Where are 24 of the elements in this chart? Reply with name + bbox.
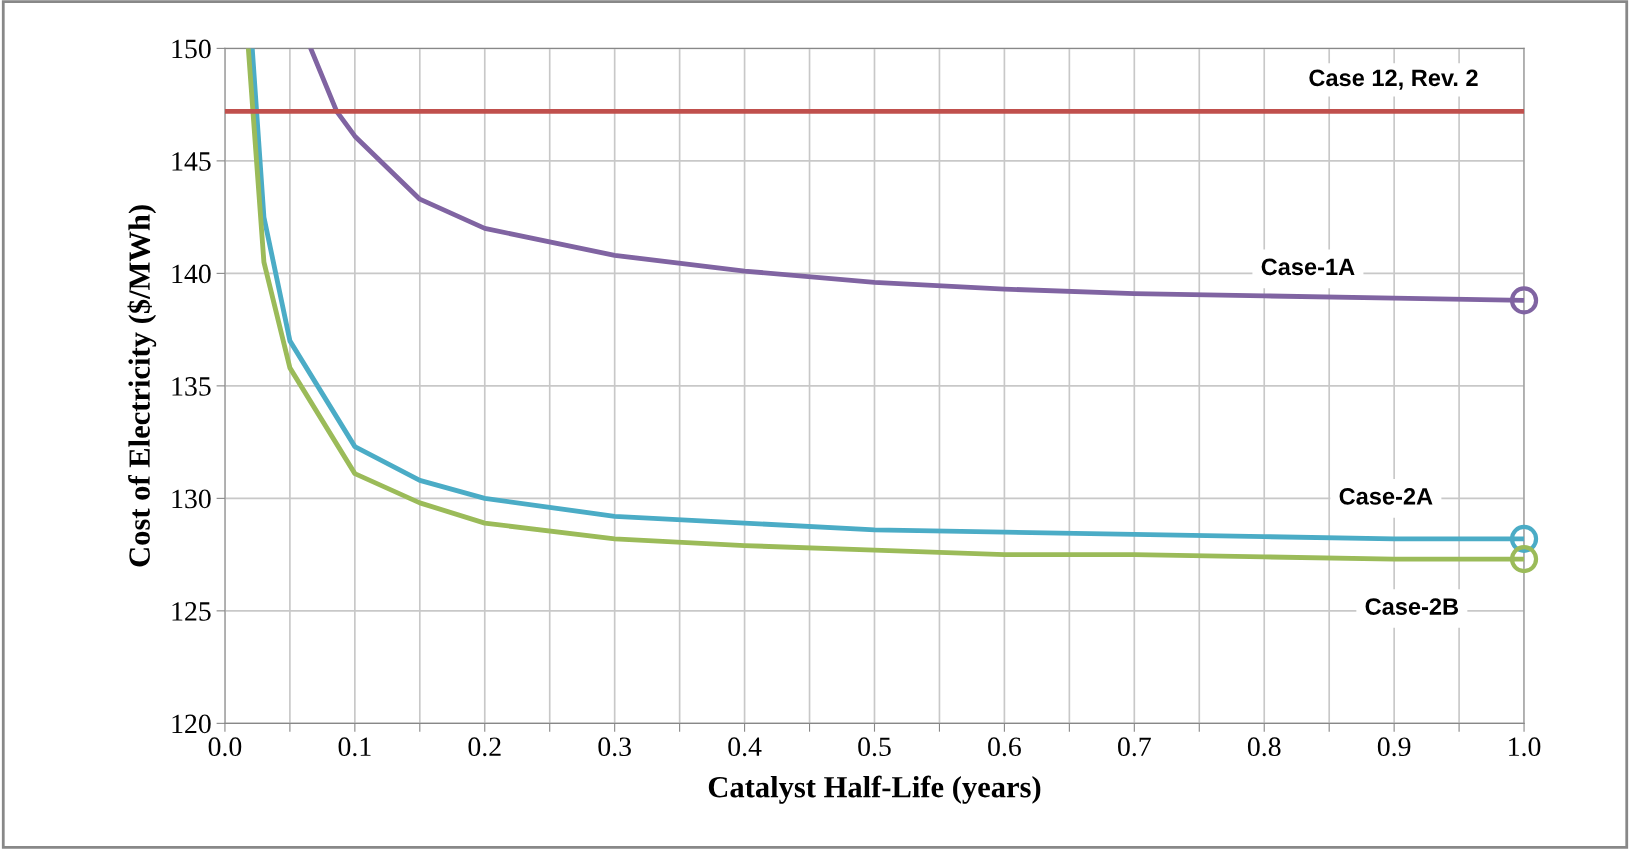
y-tick-label: 125 bbox=[172, 602, 211, 621]
y-tick-label: 150 bbox=[172, 39, 211, 59]
x-tick-label: 0.1 bbox=[338, 737, 371, 757]
y-tick-label: 120 bbox=[172, 714, 211, 734]
x-tick-label: 0.5 bbox=[858, 737, 891, 757]
ref-line-label: Case 12, Rev. 2 bbox=[1309, 69, 1478, 90]
y-tick-label: 140 bbox=[172, 264, 211, 284]
x-tick-label: 0.7 bbox=[1118, 737, 1151, 757]
series-label: Case-1A bbox=[1261, 258, 1355, 276]
x-tick-label: 0.8 bbox=[1247, 737, 1281, 757]
x-axis-title: Catalyst Half-Life (years) bbox=[708, 775, 1041, 804]
x-tick-label: 0.9 bbox=[1377, 737, 1411, 757]
y-axis-title: Cost of Electricity ($/MWh) bbox=[127, 205, 157, 567]
series-label: Case-2A bbox=[1339, 487, 1433, 505]
y-tick-label: 130 bbox=[172, 489, 211, 509]
y-tick-label: 135 bbox=[172, 377, 211, 396]
x-tick-label: 0.4 bbox=[728, 737, 762, 757]
y-tick-label: 145 bbox=[172, 152, 211, 171]
x-tick-label: 1.0 bbox=[1509, 737, 1541, 757]
series-label: Case-2B bbox=[1365, 598, 1459, 615]
x-tick-label: 0.3 bbox=[598, 737, 631, 757]
x-tick-label: 0.6 bbox=[988, 737, 1021, 757]
x-tick-label: 0.0 bbox=[208, 737, 242, 757]
x-tick-label: 0.2 bbox=[468, 737, 501, 757]
